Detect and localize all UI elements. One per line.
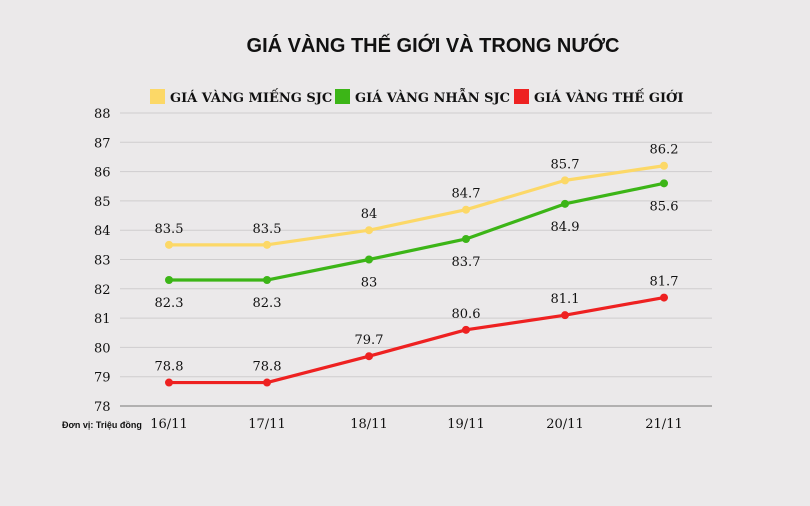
- data-label: 85.7: [551, 157, 580, 172]
- data-point: [462, 325, 470, 334]
- data-point: [462, 205, 470, 214]
- legend-swatch: [150, 89, 165, 104]
- x-tick-label: 17/11: [248, 417, 285, 432]
- data-label: 83.5: [155, 222, 184, 237]
- x-tick-label: 16/11: [150, 417, 187, 432]
- legend-swatch: [335, 89, 350, 104]
- data-label: 81.1: [551, 292, 580, 307]
- legend-label: GIÁ VÀNG MIẾNG SJC: [170, 88, 332, 106]
- series-line: [167, 181, 666, 282]
- data-label: 84.9: [551, 220, 580, 235]
- y-tick-label: 82: [94, 283, 111, 298]
- x-tick-label: 18/11: [350, 417, 387, 432]
- data-point: [561, 176, 569, 185]
- data-label: 83: [361, 276, 378, 291]
- x-tick-label: 20/11: [546, 417, 583, 432]
- y-tick-label: 79: [94, 371, 111, 386]
- y-tick-label: 83: [94, 254, 111, 269]
- data-point: [263, 378, 271, 387]
- data-labels: 83.5 83.5 84 84.7 85.7 86.2 82.3 82.3 83 83.7 84.9…: [155, 143, 679, 375]
- data-point: [660, 179, 668, 188]
- x-tick-label: 19/11: [447, 417, 484, 432]
- data-label: 82.3: [155, 296, 184, 311]
- data-point: [561, 199, 569, 208]
- series-points: [165, 161, 668, 387]
- chart-title: GIÁ VÀNG THẾ GIỚI VÀ TRONG NƯỚC: [247, 33, 620, 57]
- x-axis: 16/11 17/11 18/11 19/11 20/11 21/11: [150, 417, 682, 432]
- legend-label: GIÁ VÀNG THẾ GIỚI: [534, 88, 683, 106]
- y-tick-label: 86: [94, 166, 111, 181]
- data-label: 83.7: [452, 255, 481, 270]
- y-tick-label: 88: [94, 107, 111, 122]
- data-label: 79.7: [355, 333, 384, 348]
- y-axis: 78 79 80 81 82 83 84 85 86 87 88: [94, 107, 111, 415]
- data-point: [165, 378, 173, 387]
- legend: GIÁ VÀNG MIẾNG SJC GIÁ VÀNG NHẪN SJC GIÁ V…: [150, 88, 683, 106]
- y-tick-label: 80: [94, 341, 111, 356]
- data-point: [660, 293, 668, 302]
- y-tick-label: 84: [94, 224, 111, 239]
- gridlines: [120, 112, 712, 407]
- data-point: [165, 240, 173, 249]
- y-tick-label: 78: [94, 400, 111, 415]
- data-point: [561, 311, 569, 320]
- data-point: [165, 276, 173, 285]
- series-line: [167, 164, 666, 247]
- data-label: 81.7: [650, 275, 679, 290]
- data-point: [660, 161, 668, 170]
- data-label: 85.6: [650, 199, 679, 214]
- data-point: [365, 255, 373, 264]
- data-label: 78.8: [155, 360, 184, 375]
- series-line: [167, 295, 666, 385]
- data-point: [263, 276, 271, 285]
- legend-label: GIÁ VÀNG NHẪN SJC: [355, 88, 510, 106]
- data-point: [365, 352, 373, 361]
- data-label: 83.5: [253, 222, 282, 237]
- y-tick-label: 85: [94, 195, 111, 210]
- data-label: 84.7: [452, 187, 481, 202]
- data-label: 80.6: [452, 307, 481, 322]
- data-point: [462, 234, 470, 243]
- data-label: 86.2: [650, 143, 679, 158]
- data-point: [263, 240, 271, 249]
- data-label: 84: [361, 207, 378, 222]
- y-tick-label: 81: [94, 312, 111, 327]
- series-lines: [167, 164, 666, 385]
- legend-swatch: [514, 89, 529, 104]
- x-tick-label: 21/11: [645, 417, 682, 432]
- unit-label: Đơn vị: Triệu đồng: [62, 420, 142, 430]
- data-label: 78.8: [253, 360, 282, 375]
- y-tick-label: 87: [94, 136, 111, 151]
- data-point: [365, 226, 373, 235]
- data-label: 82.3: [253, 296, 282, 311]
